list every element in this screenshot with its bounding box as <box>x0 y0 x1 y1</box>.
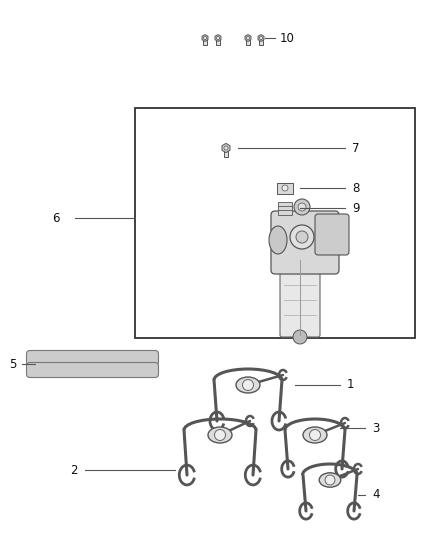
Circle shape <box>259 36 263 39</box>
Bar <box>278 206 292 211</box>
Circle shape <box>296 231 308 243</box>
Bar <box>203 38 207 45</box>
Circle shape <box>216 36 219 39</box>
Bar <box>277 183 293 194</box>
Circle shape <box>247 36 250 39</box>
Circle shape <box>282 185 288 191</box>
Text: 7: 7 <box>352 141 360 155</box>
Circle shape <box>294 199 310 215</box>
Text: 4: 4 <box>372 489 379 502</box>
Circle shape <box>310 430 321 440</box>
Text: 1: 1 <box>347 378 354 392</box>
Text: 6: 6 <box>53 212 60 224</box>
Ellipse shape <box>208 427 232 443</box>
Bar <box>278 201 292 206</box>
Circle shape <box>203 36 207 39</box>
FancyBboxPatch shape <box>271 211 339 274</box>
FancyBboxPatch shape <box>27 351 159 366</box>
Text: 2: 2 <box>71 464 78 477</box>
Text: 8: 8 <box>352 182 359 195</box>
Text: 5: 5 <box>9 358 16 370</box>
Circle shape <box>293 330 307 344</box>
Bar <box>247 38 250 45</box>
Text: 9: 9 <box>352 201 360 214</box>
Circle shape <box>298 203 306 211</box>
Ellipse shape <box>236 377 260 393</box>
Circle shape <box>215 430 226 440</box>
Bar <box>259 38 263 45</box>
FancyBboxPatch shape <box>27 362 159 377</box>
Bar <box>224 151 228 157</box>
Bar <box>278 209 292 214</box>
Text: 10: 10 <box>280 31 295 44</box>
Ellipse shape <box>269 226 287 254</box>
Circle shape <box>224 146 228 150</box>
Bar <box>216 38 219 45</box>
Circle shape <box>290 225 314 249</box>
Ellipse shape <box>303 427 327 443</box>
Text: 3: 3 <box>372 422 379 434</box>
Bar <box>135 108 415 338</box>
Circle shape <box>325 475 335 485</box>
FancyBboxPatch shape <box>315 214 349 255</box>
Circle shape <box>243 379 254 391</box>
FancyBboxPatch shape <box>280 263 320 337</box>
Ellipse shape <box>319 473 341 487</box>
